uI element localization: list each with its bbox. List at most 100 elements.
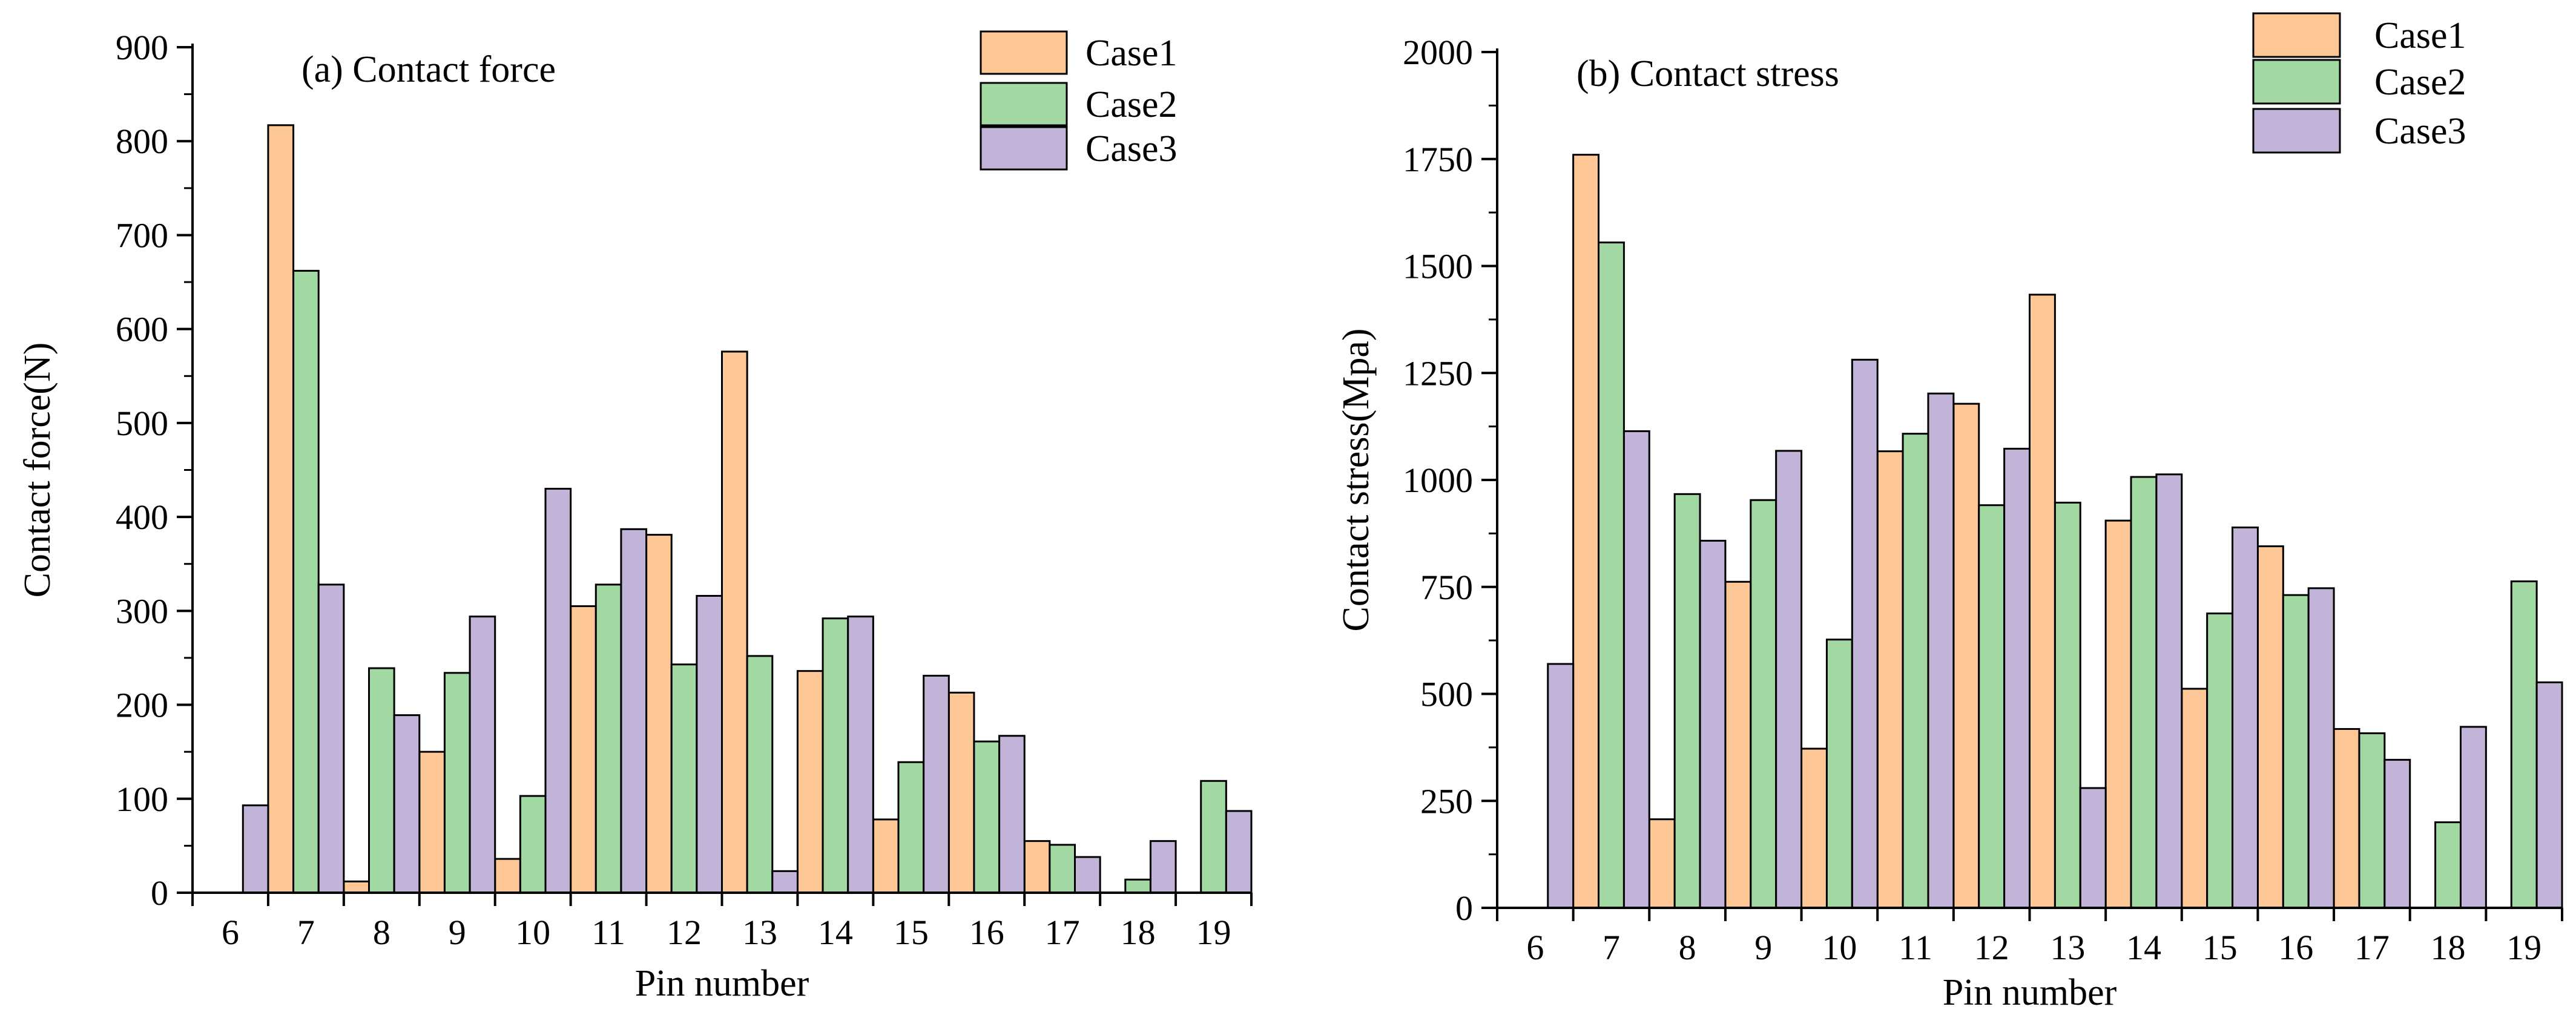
bar-case2-pin-10 — [519, 795, 547, 894]
x-tick-label: 6 — [1526, 928, 1544, 967]
bar-case2-pin-11 — [1902, 433, 1929, 909]
bar-case1-pin-11 — [570, 605, 597, 894]
panel-title: (a) Contact force — [301, 49, 556, 90]
bar-case3-pin-16 — [998, 735, 1026, 894]
y-tick-label: 1500 — [1403, 247, 1473, 286]
chart-panel-b: 0 250 500 750 1000 1250 1500 1750 2000 6 7 8 9 10 11 12… — [1336, 12, 2563, 1013]
bar-case1-pin-14 — [2104, 519, 2132, 909]
bar-case3-pin-16 — [2307, 587, 2335, 909]
bar-case2-pin-18 — [1124, 878, 1151, 894]
bar-case3-pin-9 — [1775, 450, 1803, 909]
x-tick-label: 6 — [222, 913, 239, 952]
bar-case1-pin-14 — [796, 670, 824, 894]
bar-case3-pin-15 — [923, 674, 950, 894]
bar-case3-pin-15 — [2232, 526, 2259, 909]
bar-case3-pin-8 — [393, 714, 421, 894]
legend-swatch-case2 — [2252, 59, 2341, 105]
y-tick-label: 250 — [1420, 781, 1473, 821]
x-tick-label: 7 — [1603, 928, 1620, 967]
legend-label-case2: Case2 — [1085, 84, 1178, 125]
bar-case3-pin-12 — [2003, 447, 2031, 909]
bar-case2-pin-14 — [822, 617, 849, 894]
legend-label-case2: Case2 — [2374, 62, 2466, 103]
legend-swatch-case3 — [2252, 108, 2341, 154]
bar-case1-pin-7 — [267, 124, 295, 894]
bar-case2-pin-15 — [2206, 612, 2234, 909]
y-axis-title: Contact stress(Mpa) — [1336, 328, 1377, 631]
bar-case1-pin-12 — [1952, 402, 1980, 909]
bar-case3-pin-19 — [1225, 810, 1253, 894]
bar-case1-pin-9 — [1724, 580, 1752, 909]
bar-case1-pin-11 — [1876, 450, 1904, 909]
bar-case1-pin-10 — [1800, 747, 1828, 909]
x-tick-label: 8 — [373, 913, 390, 952]
x-tick-label: 13 — [742, 913, 777, 952]
bar-case2-pin-11 — [595, 583, 622, 894]
x-tick-label: 16 — [2278, 928, 2313, 967]
y-tick-label: 400 — [116, 498, 168, 537]
bar-case3-pin-7 — [1622, 430, 1650, 909]
bar-case1-pin-17 — [1023, 840, 1051, 894]
bar-case1-pin-15 — [2181, 688, 2209, 909]
bar-case1-pin-7 — [1572, 154, 1600, 909]
bar-case3-pin-7 — [317, 583, 345, 894]
x-tick-label: 19 — [1196, 913, 1231, 952]
x-tick-label: 9 — [449, 913, 466, 952]
bar-case2-pin-18 — [2434, 821, 2462, 909]
bar-case1-pin-17 — [2333, 727, 2360, 909]
y-tick-label: 500 — [1420, 675, 1473, 714]
bar-case2-pin-8 — [368, 667, 395, 894]
bar-case1-pin-12 — [645, 534, 673, 894]
x-tick-label: 15 — [894, 913, 929, 952]
x-tick-label: 14 — [818, 913, 853, 952]
bar-case3-pin-13 — [2079, 787, 2107, 909]
bar-case1-pin-16 — [947, 691, 975, 894]
bar-case3-pin-18 — [1149, 840, 1177, 894]
bar-case3-pin-18 — [2459, 726, 2487, 909]
bar-case2-pin-15 — [897, 761, 925, 894]
bar-case2-pin-19 — [1200, 780, 1227, 894]
legend-swatch-case1 — [2252, 12, 2341, 58]
bar-case1-pin-8 — [1648, 818, 1676, 909]
bar-case3-pin-19 — [2535, 681, 2563, 909]
x-tick-label: 16 — [969, 913, 1004, 952]
y-axis-title: Contact force(N) — [17, 343, 58, 598]
x-tick-label: 11 — [1899, 928, 1932, 967]
bar-case3-pin-13 — [771, 870, 799, 894]
y-tick-label: 300 — [116, 591, 168, 631]
x-tick-label: 7 — [297, 913, 315, 952]
y-tick-label: 2000 — [1403, 33, 1473, 72]
bar-case3-pin-12 — [696, 594, 723, 894]
y-tick-label: 100 — [116, 780, 168, 819]
bar-case3-pin-10 — [1851, 358, 1879, 909]
x-tick-label: 19 — [2506, 928, 2541, 967]
x-tick-label: 14 — [2126, 928, 2161, 967]
legend: Case1 Case2 Case3 — [2252, 12, 2466, 154]
bar-case1-pin-13 — [2029, 294, 2056, 909]
x-tick-label: 11 — [591, 913, 625, 952]
x-tick-label: 10 — [515, 913, 550, 952]
y-tick-label: 800 — [116, 122, 168, 161]
y-tick-label: 900 — [116, 28, 168, 67]
panel-title: (b) Contact stress — [1576, 53, 1839, 94]
bar-case3-pin-17 — [1074, 856, 1101, 894]
bar-case3-pin-6 — [1547, 663, 1575, 909]
bar-case2-pin-19 — [2510, 580, 2538, 909]
bar-case1-pin-9 — [418, 750, 446, 894]
bar-case3-pin-6 — [242, 804, 269, 894]
bar-case2-pin-12 — [670, 663, 698, 894]
bar-case2-pin-7 — [1598, 241, 1625, 909]
bar-case1-pin-13 — [721, 350, 748, 894]
bar-case3-pin-14 — [2155, 473, 2183, 909]
y-tick-label: 1000 — [1403, 461, 1473, 500]
y-tick-label: 1750 — [1403, 140, 1473, 179]
legend-label-case1: Case1 — [1085, 33, 1178, 74]
x-axis-title: Pin number — [1943, 972, 2117, 1013]
y-tick-label: 500 — [116, 404, 168, 443]
bar-case1-pin-8 — [343, 880, 370, 894]
bar-case2-pin-13 — [746, 655, 774, 894]
bar-case3-pin-10 — [544, 488, 572, 894]
bar-case2-pin-9 — [1750, 499, 1777, 909]
legend-label-case1: Case1 — [2374, 15, 2466, 56]
